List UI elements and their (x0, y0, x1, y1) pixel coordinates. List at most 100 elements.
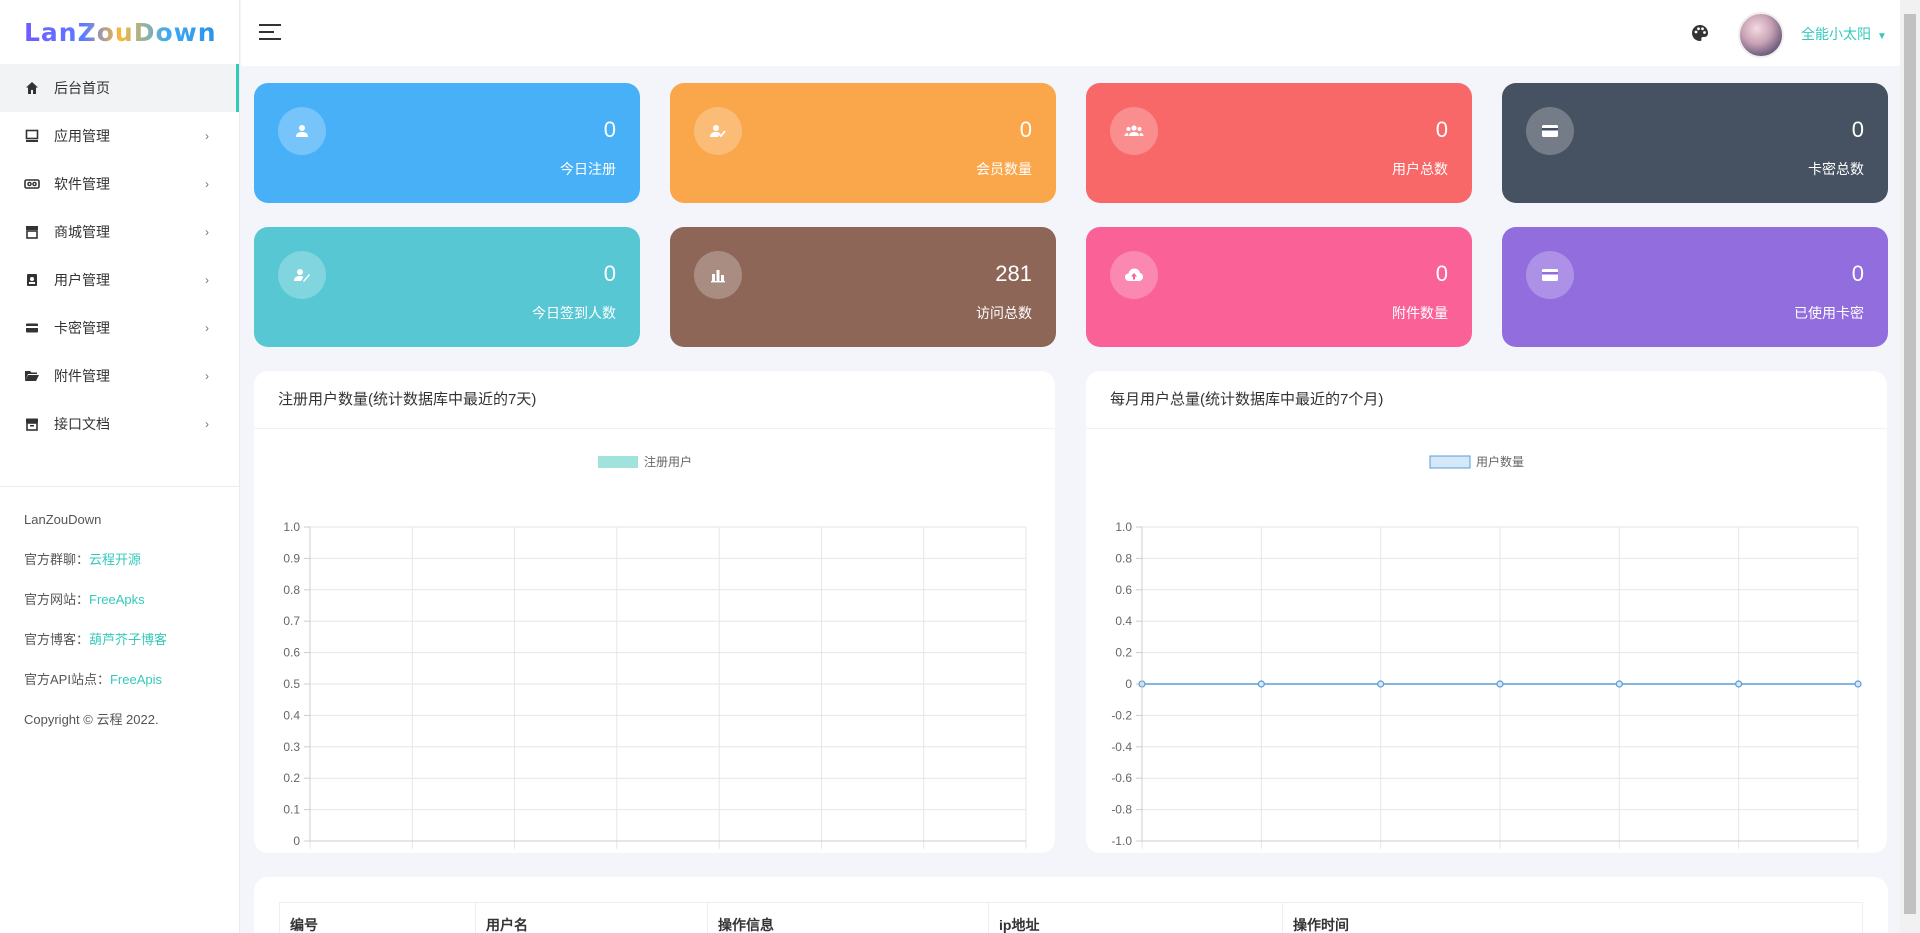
stat-card-today-register[interactable]: 0 今日注册 (254, 83, 640, 203)
data-point[interactable] (1854, 680, 1862, 688)
group-label: 官方群聊： (24, 552, 90, 567)
scrollbar-thumb[interactable] (1904, 14, 1916, 914)
stat-label: 附件数量 (1392, 305, 1448, 321)
log-table-panel: 编号 用户名 操作信息 ip地址 操作时间 (254, 877, 1888, 933)
legend-swatch (1429, 455, 1471, 469)
x-tick-label: 2022-11 (1836, 852, 1879, 853)
sign-in-icon (278, 251, 326, 299)
data-point[interactable] (1257, 680, 1265, 688)
api-link[interactable]: FreeApis (109, 672, 162, 687)
sidebar-item-store[interactable]: 商城管理 › (0, 208, 239, 256)
blog-row: 官方博客：葫芦芥子博客 (24, 631, 215, 671)
stat-card-members[interactable]: 0 会员数量 (670, 83, 1056, 203)
home-icon (24, 80, 40, 96)
stat-card-visits[interactable]: 281 访问总数 (670, 227, 1056, 347)
x-tick-label: 2022-11-25 (535, 852, 596, 853)
y-tick-label: 0.1 (283, 803, 300, 817)
y-tick-label: 0 (293, 834, 300, 848)
sidebar-item-home[interactable]: 后台首页 (0, 64, 239, 112)
chart-title: 每月用户总量(统计数据库中最近的7个月) (1086, 371, 1887, 429)
sidebar-item-attachments[interactable]: 附件管理 › (0, 352, 239, 400)
chevron-right-icon: › (205, 417, 209, 431)
page-scrollbar[interactable] (1900, 0, 1920, 933)
stat-value: 0 (603, 261, 616, 286)
chevron-right-icon: › (205, 225, 209, 239)
stat-value: 0 (1435, 117, 1448, 142)
register-chart: 注册用户 1.0 0.9 0.8 0.7 0.6 0.5 0.4 0.3 0.2 0.1 0 2022-… (283, 454, 1027, 853)
data-point[interactable] (1735, 680, 1743, 688)
y-tick-label: 1.0 (283, 520, 300, 534)
api-label: 官方API站点： (24, 672, 110, 687)
sidebar-item-label: 后台首页 (54, 80, 110, 96)
card-icon (1526, 107, 1574, 155)
log-table: 编号 用户名 操作信息 ip地址 操作时间 (279, 902, 1863, 933)
sidebar-item-cards[interactable]: 卡密管理 › (0, 304, 239, 352)
chart-legend[interactable]: 用户数量 (1429, 454, 1524, 469)
archive-icon (24, 416, 40, 432)
stat-card-attachments[interactable]: 0 附件数量 (1086, 227, 1472, 347)
data-point[interactable] (1615, 680, 1623, 688)
chevron-right-icon: › (205, 177, 209, 191)
stat-value: 0 (603, 117, 616, 142)
legend-label: 用户数量 (1476, 454, 1524, 469)
api-row: 官方API站点：FreeApis (24, 671, 215, 711)
stat-card-total-cards[interactable]: 0 卡密总数 (1502, 83, 1888, 203)
sidebar-item-software[interactable]: 软件管理 › (0, 160, 239, 208)
folder-open-icon (24, 368, 40, 384)
group-link[interactable]: 云程开源 (89, 552, 142, 567)
monthly-chart: 用户数量 1.0 0.8 0.6 0.4 0.2 0 -0.2 -0.4 -0.6 -0.8 -1.0… (1111, 454, 1880, 853)
stat-label: 卡密总数 (1808, 161, 1864, 177)
logo[interactable]: LanZouDown (0, 0, 240, 64)
stat-card-today-signin[interactable]: 0 今日签到人数 (254, 227, 640, 347)
y-tick-label: 0.6 (1115, 583, 1132, 597)
chart-legend[interactable]: 注册用户 (598, 454, 692, 469)
x-tick-label: 2022-06 (1239, 852, 1283, 853)
id-badge-icon (24, 272, 40, 288)
palette-icon[interactable] (1691, 24, 1709, 42)
menu-toggle-icon[interactable] (259, 24, 281, 42)
sidebar-item-apps[interactable]: 应用管理 › (0, 112, 239, 160)
data-point[interactable] (1377, 680, 1385, 688)
x-tick-label: 2022-11-23 (331, 852, 392, 853)
site-name: LanZouDown (24, 512, 102, 527)
x-tick-label: 2022-11-29 (945, 852, 1006, 853)
col-ip: ip地址 (988, 902, 1283, 933)
sidebar-item-api-docs[interactable]: 接口文档 › (0, 400, 239, 448)
col-username: 用户名 (475, 902, 708, 933)
x-tick-label: 2022-11-28 (842, 852, 903, 853)
y-tick-label: 0.5 (283, 677, 300, 691)
sidebar-item-label: 卡密管理 (54, 320, 110, 336)
site-link[interactable]: FreeApks (89, 592, 145, 607)
stat-card-used-cards[interactable]: 0 已使用卡密 (1502, 227, 1888, 347)
avatar[interactable] (1738, 12, 1784, 58)
top-header: 全能小太阳 ▼ (241, 0, 1900, 66)
user-menu[interactable]: 全能小太阳 ▼ (1801, 24, 1887, 44)
chart-title: 注册用户数量(统计数据库中最近的7天) (254, 371, 1055, 429)
y-tick-label: 0.2 (283, 771, 300, 785)
stat-value: 0 (1019, 117, 1032, 142)
stat-value: 0 (1851, 117, 1864, 142)
user-icon (278, 107, 326, 155)
y-tick-label: 0.4 (283, 708, 300, 722)
users-icon (1110, 107, 1158, 155)
chevron-right-icon: › (205, 369, 209, 383)
x-tick-label: 2022-05 (1120, 852, 1164, 853)
sidebar-menu: 后台首页 应用管理 › 软件管理 › 商城管理 › (0, 64, 239, 448)
stat-label: 会员数量 (976, 161, 1032, 177)
x-tick-label: 2022-11-27 (740, 852, 801, 853)
sidebar-item-users[interactable]: 用户管理 › (0, 256, 239, 304)
sidebar-item-label: 接口文档 (54, 416, 110, 432)
stat-card-total-users[interactable]: 0 用户总数 (1086, 83, 1472, 203)
y-tick-label: -0.8 (1111, 803, 1132, 817)
caret-down-icon: ▼ (1877, 31, 1887, 42)
stat-label: 已使用卡密 (1794, 305, 1864, 321)
blog-link[interactable]: 葫芦芥子博客 (89, 632, 168, 647)
sidebar: LanZouDown 后台首页 应用管理 › 软件管理 › 商城管理 (0, 0, 240, 933)
stat-value: 281 (995, 261, 1032, 286)
card-icon (1526, 251, 1574, 299)
table-header-row: 编号 用户名 操作信息 ip地址 操作时间 (279, 902, 1863, 933)
data-point[interactable] (1496, 680, 1504, 688)
stat-label: 用户总数 (1392, 161, 1448, 177)
site-row: 官方网站：FreeApks (24, 591, 215, 631)
sidebar-item-label: 附件管理 (54, 368, 110, 384)
